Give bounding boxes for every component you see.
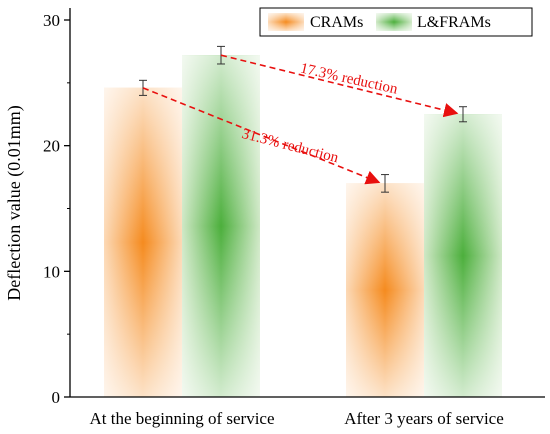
y-axis-title: Deflection value (0.01mm) <box>4 105 25 300</box>
annotation-arrow-0 <box>220 54 459 118</box>
annotation-lframs-reduction: 17.3% reduction <box>299 61 400 98</box>
bar-shade-lframs-1 <box>424 114 502 397</box>
annotation-arrow-1 <box>142 87 381 185</box>
legend: CRAMs L&FRAMs <box>259 7 533 37</box>
legend-label-lframs: L&FRAMs <box>417 14 491 31</box>
bar-shade-crams-0 <box>104 87 182 398</box>
y-tick-label-20: 20 <box>43 137 60 156</box>
x-category-label-0: At the beginning of service <box>89 409 274 428</box>
x-category-label-1: After 3 years of service <box>344 409 504 428</box>
bar-shade-lframs-0 <box>182 55 260 397</box>
y-tick-label-30: 30 <box>43 11 60 30</box>
legend-label-crams: CRAMs <box>310 14 363 31</box>
y-tick-label-0: 0 <box>52 388 61 407</box>
y-tick-label-10: 10 <box>43 262 60 281</box>
bar-shade-crams-1 <box>346 183 424 397</box>
